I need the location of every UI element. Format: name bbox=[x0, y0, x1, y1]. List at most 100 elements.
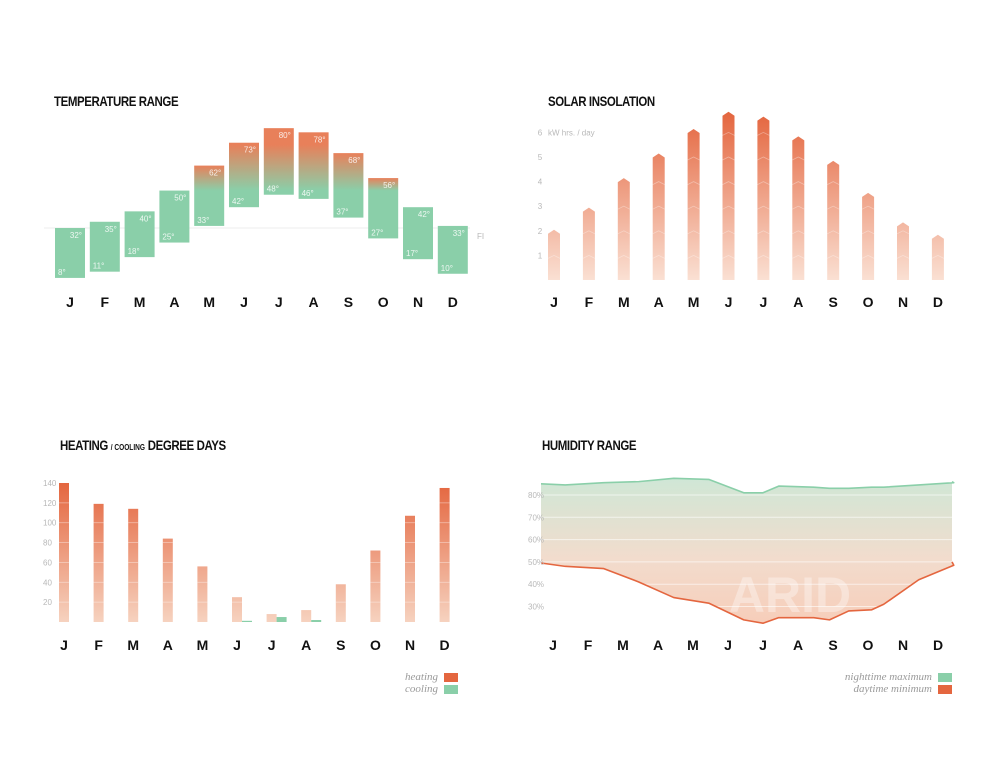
temperature-bar bbox=[229, 142, 259, 208]
nighttime-maximum-line bbox=[540, 477, 955, 494]
solar-bar-chevron bbox=[757, 181, 770, 185]
solar-month-label: M bbox=[688, 294, 700, 310]
solar-bar bbox=[617, 178, 630, 280]
humidity-y-tick: 40% bbox=[528, 580, 544, 589]
solar-bar-chevron bbox=[617, 205, 630, 210]
temperature-bar bbox=[124, 211, 155, 258]
temperature-high-label: 35° bbox=[105, 225, 117, 234]
solar-y-tick: 5 bbox=[538, 153, 543, 162]
degree-days-title-end: DEGREE DAYS bbox=[147, 437, 226, 453]
temperature-bar bbox=[403, 207, 433, 260]
humidity-month-label: S bbox=[828, 637, 837, 653]
solar-bar-chevron bbox=[722, 131, 735, 136]
solar-bar-chevron bbox=[722, 181, 735, 185]
temperature-low-label: 8° bbox=[58, 268, 66, 277]
heating-bar bbox=[335, 584, 346, 622]
solar-bar-chevron bbox=[896, 230, 910, 235]
solar-bar-chevron bbox=[792, 230, 805, 235]
temperature-high-label: 50° bbox=[174, 194, 186, 203]
degree-days-month-label: J bbox=[60, 637, 68, 653]
humidity-month-label: A bbox=[793, 637, 803, 653]
cooling-bar bbox=[311, 620, 322, 622]
solar-y-tick: 6 bbox=[538, 128, 543, 137]
legend-item-heating: heating bbox=[405, 671, 458, 683]
temperature-high-label: 42° bbox=[418, 210, 430, 219]
temperature-bar bbox=[159, 190, 190, 243]
degree-days-month-label: D bbox=[440, 637, 450, 653]
solar-bar bbox=[687, 128, 700, 280]
heating-bar bbox=[439, 487, 450, 622]
solar-bar-chevron bbox=[687, 156, 700, 161]
solar-bar-chevron bbox=[582, 230, 596, 235]
temperature-bar bbox=[55, 228, 85, 278]
heating-bar bbox=[128, 508, 139, 622]
solar-bar bbox=[722, 111, 735, 280]
temperature-low-label: 25° bbox=[162, 233, 174, 242]
degree-days-month-label: J bbox=[268, 637, 276, 653]
solar-bar-chevron bbox=[792, 181, 805, 185]
temperature-month-label: D bbox=[448, 294, 458, 310]
solar-bar bbox=[827, 160, 840, 280]
temperature-month-label: M bbox=[134, 294, 146, 310]
freezing-reference-label: FI bbox=[477, 232, 484, 241]
solar-bar-chevron bbox=[722, 205, 735, 210]
solar-bar-chevron bbox=[827, 181, 840, 185]
degree-days-month-label: S bbox=[336, 637, 345, 653]
degree-days-y-tick: 120 bbox=[43, 499, 57, 508]
temperature-high-label: 62° bbox=[209, 169, 221, 178]
arid-annotation: ARID bbox=[729, 567, 851, 623]
temperature-bar bbox=[437, 225, 468, 274]
degree-days-month-label: A bbox=[301, 637, 311, 653]
degree-days-chart: 20 40 60 80 100 120 140 J F M A M J J A S O N D bbox=[43, 479, 450, 653]
degree-days-month-label: M bbox=[197, 637, 209, 653]
solar-month-label: J bbox=[760, 294, 768, 310]
cooling-bar bbox=[276, 617, 287, 622]
solar-bar-chevron bbox=[757, 230, 770, 235]
degree-days-y-tick: 40 bbox=[43, 578, 52, 587]
humidity-month-label: A bbox=[653, 637, 663, 653]
humidity-chart: ARID 30% 40% 50% 60% 70% 80% J F M A M J J A S O N D bbox=[528, 477, 955, 653]
solar-bar-chevron bbox=[722, 156, 735, 161]
solar-bar-chevron bbox=[652, 230, 665, 235]
temperature-low-label: 37° bbox=[336, 208, 348, 217]
degree-days-y-tick: 100 bbox=[43, 519, 57, 528]
humidity-month-label: M bbox=[617, 637, 629, 653]
humidity-y-tick: 50% bbox=[528, 558, 544, 567]
humidity-month-label: O bbox=[863, 637, 874, 653]
temperature-high-label: 78° bbox=[313, 135, 325, 144]
heating-bar bbox=[197, 566, 208, 622]
solar-bar-chevron bbox=[827, 230, 840, 235]
temperature-low-label: 11° bbox=[93, 262, 105, 271]
degree-days-month-label: A bbox=[163, 637, 173, 653]
solar-bar-chevron bbox=[757, 156, 770, 161]
temperature-month-label: S bbox=[344, 294, 353, 310]
temperature-chart: FI 32° 8° J 35° 11° F 40° 18° M 50° 25° A 62° 33° M 73° 4… bbox=[44, 128, 484, 310]
humidity-y-tick: 30% bbox=[528, 603, 544, 612]
legend-item-daytime-minimum: daytime minimum bbox=[845, 683, 952, 695]
solar-bar-chevron bbox=[722, 254, 735, 259]
humidity-legend: nighttime maximum daytime minimum bbox=[845, 671, 952, 695]
solar-bar-chevron bbox=[722, 230, 735, 235]
humidity-month-label: J bbox=[549, 637, 557, 653]
legend-swatch-heating bbox=[444, 672, 458, 682]
temperature-low-label: 27° bbox=[371, 228, 383, 237]
degree-days-y-tick: 20 bbox=[43, 598, 52, 607]
temperature-low-label: 33° bbox=[197, 216, 209, 225]
temperature-month-label: O bbox=[378, 294, 389, 310]
humidity-month-label: N bbox=[898, 637, 908, 653]
temperature-month-label: A bbox=[309, 294, 319, 310]
solar-bar-chevron bbox=[896, 254, 910, 259]
degree-days-month-label: M bbox=[127, 637, 139, 653]
solar-bar-chevron bbox=[861, 230, 875, 235]
temperature-low-label: 17° bbox=[406, 249, 418, 258]
humidity-title: HUMIDITY RANGE bbox=[542, 437, 637, 453]
solar-bar-chevron bbox=[652, 254, 665, 259]
degree-days-month-label: F bbox=[94, 637, 103, 653]
solar-month-label: J bbox=[725, 294, 733, 310]
temperature-low-label: 42° bbox=[232, 197, 244, 206]
solar-bar-chevron bbox=[547, 254, 561, 259]
degree-days-month-label: J bbox=[233, 637, 241, 653]
humidity-y-tick: 60% bbox=[528, 536, 544, 545]
temperature-low-label: 18° bbox=[128, 247, 140, 256]
